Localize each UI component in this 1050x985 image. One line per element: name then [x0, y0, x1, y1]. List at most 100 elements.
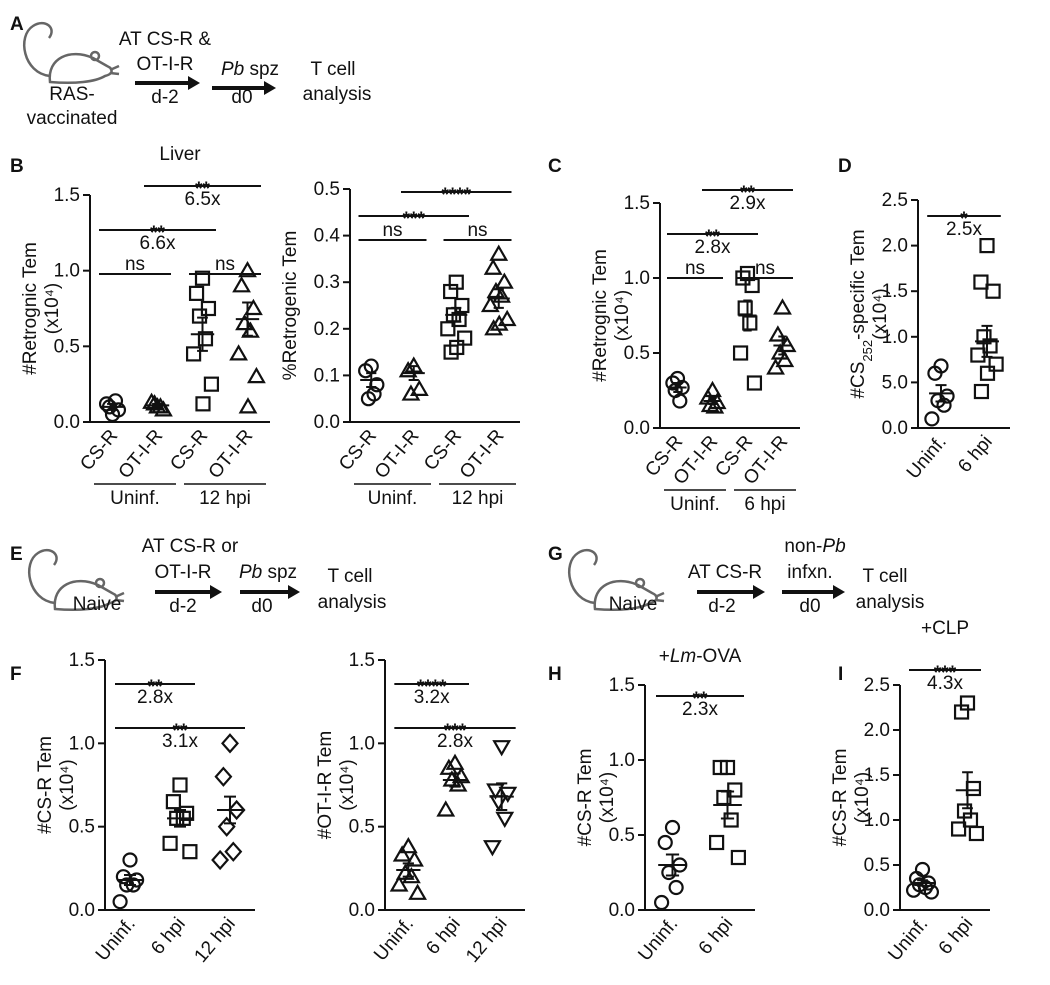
- y-tick-label: 0.0: [624, 418, 650, 439]
- x-tick-label: 6 hpi: [695, 914, 738, 959]
- schematic-label-part: analysis: [318, 592, 387, 613]
- panel-letter: F: [10, 664, 22, 685]
- data-point: [172, 777, 188, 793]
- y-tick-label: 1.5: [69, 650, 95, 671]
- data-point: [950, 821, 967, 837]
- schematic-label-part: d-2: [708, 596, 735, 617]
- data-point: [188, 285, 205, 301]
- group-label: Uninf.: [368, 488, 418, 509]
- data-point: [165, 794, 181, 810]
- data-point: [775, 350, 795, 368]
- sig-label: ns: [125, 254, 145, 275]
- schematic-label: infxn.: [787, 562, 832, 583]
- y-tick-label: 0.3: [314, 272, 340, 293]
- fold-change: 6.5x: [185, 189, 221, 210]
- data-point: [668, 879, 684, 896]
- data-point: [973, 383, 990, 400]
- mouse-tail: [23, 21, 53, 78]
- schematic-label: Naive: [73, 594, 122, 615]
- chart-title: +CLP: [921, 618, 969, 639]
- schematic-label-part: T cell: [862, 566, 907, 587]
- arrow-head: [188, 76, 200, 90]
- y-axis-title-part: 252: [860, 340, 875, 362]
- panel-letter: G: [548, 544, 563, 565]
- data-point: [244, 298, 263, 316]
- data-point: [401, 384, 421, 401]
- x-tick-label: 6 hpi: [422, 914, 465, 959]
- data-point: [484, 319, 504, 336]
- y-axis-title: #Retrognic Tem: [590, 249, 611, 382]
- sem-bar: [981, 324, 993, 358]
- sem-bar: [449, 772, 461, 788]
- data-point: [445, 753, 465, 770]
- y-axis-title-part: #CS: [848, 362, 869, 399]
- mouse-tail: [568, 548, 598, 605]
- sem-bar: [720, 790, 735, 820]
- y-tick-label: 0.5: [864, 855, 890, 876]
- y-tick-label: 0.5: [624, 343, 650, 364]
- schematic-label-part: Naive: [73, 594, 122, 615]
- data-point: [197, 331, 214, 347]
- schematic-label: analysis: [856, 592, 925, 613]
- data-point: [953, 704, 970, 720]
- data-point: [773, 298, 792, 315]
- sig-label: **: [740, 183, 755, 204]
- schematic-label: d0: [231, 87, 252, 108]
- y-tick-label: 2.5: [864, 675, 890, 696]
- y-tick-label: 0.0: [69, 900, 95, 921]
- x-tick-label: OT-I-R: [115, 426, 168, 483]
- data-point: [712, 759, 728, 776]
- schematic-label-part: OT-I-R: [155, 562, 212, 583]
- arrow-head: [753, 585, 765, 599]
- chart-title-part: Lm: [670, 646, 696, 667]
- y-axis-title-part: -specific Tem: [848, 229, 869, 340]
- y-tick-label: 1.0: [54, 261, 80, 282]
- schematic-label: d-2: [708, 596, 735, 617]
- x-tick-label: Uninf.: [884, 914, 932, 966]
- data-point: [979, 238, 995, 254]
- data-point: [185, 346, 202, 362]
- sem-bar: [743, 299, 752, 332]
- data-point: [142, 392, 161, 409]
- data-point: [443, 344, 459, 360]
- y-axis-title: #CS-R Tem: [35, 736, 56, 834]
- data-point: [112, 894, 128, 910]
- schematic-label-part: analysis: [856, 592, 925, 613]
- sig-label: **: [705, 227, 720, 248]
- x-tick-label: 6 hpi: [147, 914, 190, 959]
- y-axis-title: #CS-R Tem: [830, 749, 851, 847]
- x-tick-label: 6 hpi: [935, 914, 978, 959]
- sem-bar: [935, 384, 947, 403]
- fold-change: 2.8x: [695, 237, 731, 258]
- schematic-label-part: d-2: [169, 596, 196, 617]
- data-point: [498, 786, 518, 804]
- data-point: [217, 816, 236, 837]
- data-point: [443, 283, 459, 300]
- y-axis-unit: (x10⁴): [597, 772, 618, 823]
- fold-change: 3.2x: [414, 687, 450, 708]
- sig-label: ***: [934, 663, 957, 684]
- schematic-label: Pb spz: [221, 59, 279, 80]
- schematic-label: T cell: [327, 566, 372, 587]
- sem-bar: [673, 382, 682, 393]
- chart-title-part: +: [659, 646, 670, 667]
- sem-bar: [107, 402, 118, 411]
- sem-bar: [402, 862, 414, 878]
- schematic-label-part: spz: [262, 562, 297, 583]
- data-point: [221, 733, 239, 754]
- data-point: [489, 795, 508, 812]
- sig-label: **: [173, 721, 188, 742]
- y-tick-label: 0.5: [314, 179, 340, 200]
- mouse-body: [48, 52, 113, 84]
- y-tick-label: 1.0: [69, 733, 95, 754]
- x-tick-label: 12 hpi: [462, 914, 511, 967]
- data-point: [737, 300, 753, 316]
- schematic-label-part: AT CS-R &: [119, 29, 212, 50]
- schematic-label-part: OT-I-R: [137, 54, 194, 75]
- data-point: [672, 393, 688, 409]
- y-tick-label: 0.5: [349, 817, 375, 838]
- data-point: [405, 850, 424, 867]
- schematic-label: AT CS-R: [688, 562, 762, 583]
- y-tick-label: 1.0: [609, 750, 635, 771]
- panel-letter: I: [838, 664, 843, 685]
